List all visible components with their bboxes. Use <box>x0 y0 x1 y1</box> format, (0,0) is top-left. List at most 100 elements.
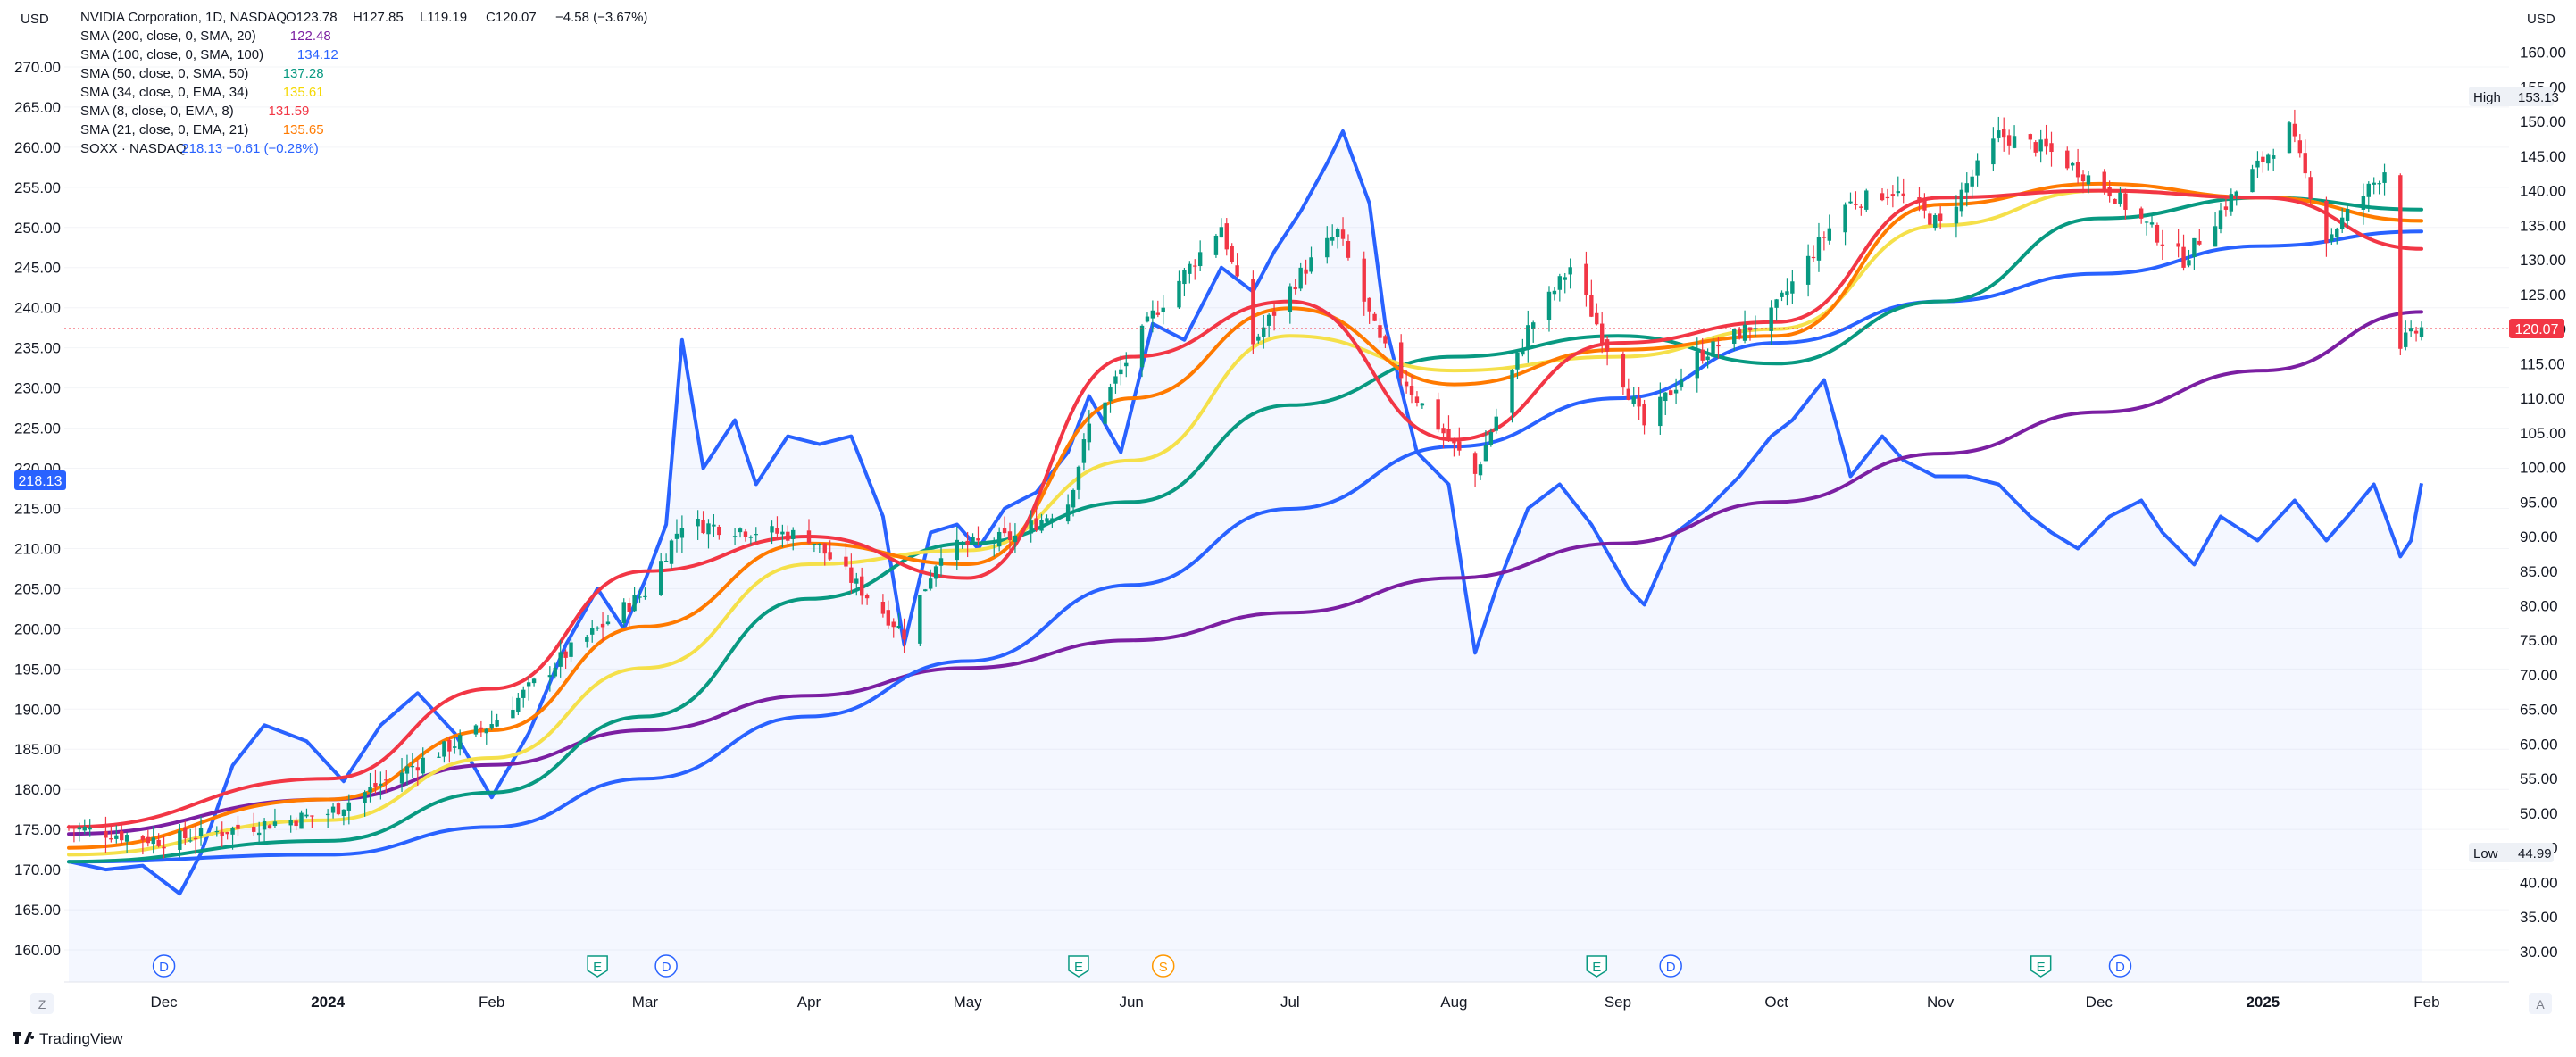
candle-body <box>775 528 779 534</box>
candle-body <box>1230 246 1234 262</box>
candle-body <box>2197 240 2202 245</box>
indicator-label[interactable]: SMA (21, close, 0, EMA, 21) <box>80 122 248 137</box>
earnings-icon <box>2030 955 2052 978</box>
candle <box>162 836 166 859</box>
ohlc-low: L119.19 <box>420 10 467 25</box>
candle-body <box>880 602 886 614</box>
event-marker[interactable]: E <box>587 955 608 978</box>
candle-body <box>1526 325 1530 350</box>
candle-body <box>1488 432 1494 445</box>
candle-body <box>1737 328 1742 339</box>
candle <box>272 808 278 828</box>
candle-body <box>791 529 796 539</box>
candle-body <box>627 603 631 612</box>
candle-body <box>1436 399 1440 430</box>
candle <box>531 677 537 687</box>
candle-body <box>817 543 822 545</box>
zoom-out-button[interactable]: Z <box>30 993 54 1014</box>
indicator-value: 134.12 <box>297 47 338 62</box>
candle-body <box>2160 244 2165 246</box>
candle <box>1991 127 1996 171</box>
high-badge: High 153.13 <box>2469 87 2559 106</box>
candle <box>1531 320 1536 343</box>
candle <box>1029 510 1033 543</box>
candle <box>151 826 155 854</box>
candle-body <box>1398 342 1404 379</box>
candle <box>1230 243 1234 264</box>
right-tick-label: 145.00 <box>2520 148 2566 165</box>
indicator-label[interactable]: SMA (50, close, 0, SMA, 50) <box>80 66 248 81</box>
candle <box>1732 328 1737 351</box>
candle-body <box>1288 286 1293 312</box>
event-marker[interactable]: D <box>1659 954 1682 978</box>
auto-scale-button[interactable]: A <box>2529 993 2552 1014</box>
candle <box>2361 183 2366 225</box>
candle <box>1901 178 1905 204</box>
event-marker[interactable]: S <box>1151 954 1175 978</box>
candle-body <box>2361 196 2366 210</box>
candle-body <box>1854 204 1858 205</box>
candle-body <box>1769 307 1773 331</box>
candle-body <box>1081 439 1087 463</box>
candle-body <box>1124 362 1129 367</box>
candle <box>621 598 626 628</box>
candle-body <box>1235 265 1239 277</box>
ohlc-open: O123.78 <box>286 10 338 25</box>
candle-body <box>738 528 743 533</box>
left-tick-label: 185.00 <box>14 741 61 758</box>
event-marker[interactable]: E <box>1586 955 1608 978</box>
event-marker[interactable]: E <box>2030 955 2052 978</box>
event-marker[interactable]: E <box>1068 955 1089 978</box>
candle-body <box>1309 257 1313 272</box>
candlestick-series <box>66 109 2424 859</box>
candle <box>2272 148 2276 171</box>
candle-body <box>2419 327 2424 337</box>
candle-body <box>2404 332 2408 347</box>
time-tick-label: Dec <box>2086 994 2113 1011</box>
split-icon <box>1151 954 1175 978</box>
candle-body <box>621 602 626 623</box>
candle-body <box>2324 200 2329 244</box>
candle-body <box>2012 136 2017 148</box>
indicator-label[interactable]: SOXX · NASDAQ <box>80 141 186 156</box>
candle-body <box>2308 177 2313 199</box>
candle <box>2002 117 2006 152</box>
indicator-label[interactable]: SMA (8, close, 0, EMA, 8) <box>80 104 234 119</box>
indicator-label[interactable]: SMA (200, close, 0, SMA, 20) <box>80 29 256 44</box>
candle-body <box>1076 466 1081 490</box>
candle-body <box>2192 237 2197 257</box>
indicator-label[interactable]: SMA (100, close, 0, SMA, 100) <box>80 47 263 62</box>
main-series-title[interactable]: NVIDIA Corporation, 1D, NASDAQ <box>80 10 287 25</box>
candle-body <box>1414 396 1420 404</box>
candle <box>976 526 980 546</box>
event-marker[interactable]: D <box>152 954 176 978</box>
indicator-value: 122.48 <box>290 29 331 44</box>
candle-body <box>1742 324 1747 341</box>
left-current-badge: 218.13 <box>14 470 66 490</box>
candle-body <box>1262 327 1266 337</box>
candle-body <box>1446 429 1451 440</box>
candle-body <box>495 720 499 727</box>
candle-body <box>674 533 679 539</box>
event-marker[interactable]: D <box>2108 954 2132 978</box>
time-tick-label: Nov <box>1927 994 1955 1011</box>
candle-body <box>812 543 817 545</box>
event-marker[interactable]: D <box>654 954 678 978</box>
candle <box>262 818 267 843</box>
candle-body <box>712 524 716 527</box>
candle <box>146 829 151 847</box>
candle <box>717 524 721 540</box>
candle <box>2419 321 2424 341</box>
candle <box>1552 287 1557 301</box>
candle-body <box>288 820 293 826</box>
right-tick-label: 75.00 <box>2520 632 2558 649</box>
candle-body <box>706 523 711 535</box>
right-tick-label: 65.00 <box>2520 702 2558 719</box>
indicator-label[interactable]: SMA (34, close, 0, EMA, 34) <box>80 85 248 100</box>
candle <box>2377 180 2381 195</box>
candle <box>891 618 896 638</box>
candle-body <box>1827 228 1832 241</box>
right-tick-label: 135.00 <box>2520 217 2566 234</box>
ohlc-high: H127.85 <box>353 10 404 25</box>
right-tick-label: 130.00 <box>2520 252 2566 269</box>
